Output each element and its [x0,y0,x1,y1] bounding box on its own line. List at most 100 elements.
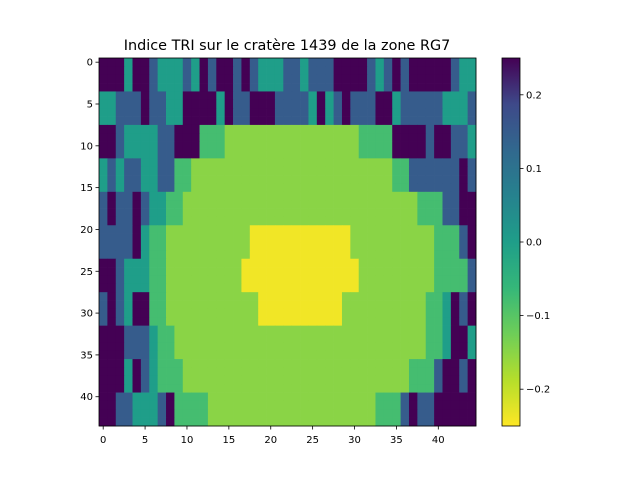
heatmap-cell [258,325,267,335]
heatmap-cell [124,150,133,159]
heatmap-cell [249,342,259,352]
heatmap-cell [233,400,242,410]
heatmap-cell [157,325,167,335]
tick-label: 0 [100,435,106,446]
heatmap-cell [241,74,251,84]
heatmap-cell [358,342,368,352]
heatmap-cell [333,292,343,301]
heatmap-cell [149,216,158,226]
heatmap-cell [157,283,167,293]
heatmap-cell [258,300,267,310]
heatmap-cell [224,108,234,117]
heatmap-cell [383,166,393,176]
heatmap-cell [341,283,351,293]
heatmap-cell [467,91,477,101]
heatmap-cell [367,250,376,260]
heatmap-cell [124,66,133,76]
heatmap-cell [157,233,167,243]
heatmap-cell [308,400,318,410]
heatmap-cell [216,300,226,310]
heatmap-cell [283,108,293,117]
heatmap-cell [417,116,427,126]
heatmap-cell [383,200,393,209]
heatmap-cell [450,417,460,427]
heatmap-cell [274,191,284,201]
heatmap-cell [408,124,418,134]
heatmap-cell [216,325,226,335]
heatmap-cell [191,258,200,268]
heatmap-cell [291,150,301,159]
heatmap-cell [350,258,360,268]
heatmap-cell [350,283,360,293]
heatmap-cell [216,99,226,109]
heatmap-cell [300,183,309,193]
heatmap-cell [400,150,410,159]
heatmap-cell [341,233,351,243]
heatmap-cell [99,83,108,92]
heatmap-cell [291,58,301,67]
heatmap-cell [325,392,334,402]
heatmap-cell [224,275,234,285]
heatmap-cell [132,350,142,360]
heatmap-cell [191,124,200,134]
heatmap-cell [258,150,267,159]
heatmap-cell [115,225,125,234]
heatmap-cell [132,208,142,218]
heatmap-cell [400,359,410,368]
heatmap-cell [241,91,251,101]
heatmap-cell [182,200,192,209]
heatmap-cell [199,216,209,226]
heatmap-cell [383,342,393,352]
heatmap-cell [316,191,326,201]
heatmap-cell [358,166,368,176]
heatmap-cell [333,283,343,293]
heatmap-cell [350,267,360,276]
heatmap-cell [149,317,158,326]
heatmap-cell [308,359,318,368]
heatmap-cell [157,166,167,176]
heatmap-cell [333,166,343,176]
heatmap-cell [191,317,200,326]
heatmap-cell [400,158,410,168]
heatmap-cell [291,66,301,76]
heatmap-cell [300,334,309,343]
heatmap-cell [417,141,427,151]
heatmap-cell [459,141,468,151]
heatmap-cell [358,325,368,335]
heatmap-cell [258,66,267,76]
heatmap-cell [207,225,217,234]
heatmap-cell [191,242,200,251]
heatmap-cell [115,108,125,117]
heatmap-cell [442,150,452,159]
heatmap-cell [157,183,167,193]
heatmap-cell [149,91,158,101]
heatmap-cell [132,150,142,159]
heatmap-cell [124,359,133,368]
heatmap-cell [233,392,242,402]
heatmap-cell [233,108,242,117]
heatmap-cell [174,108,184,117]
heatmap-cell [408,108,418,117]
heatmap-cell [450,208,460,218]
heatmap-cell [258,334,267,343]
heatmap-cell [182,384,192,393]
heatmap-cell [149,392,158,402]
heatmap-cell [383,292,393,301]
heatmap-cell [350,150,360,159]
heatmap-cell [325,417,334,427]
heatmap-cell [367,175,376,184]
heatmap-cell [191,342,200,352]
heatmap-cell [300,258,309,268]
heatmap-cell [333,66,343,76]
heatmap-cell [149,242,158,251]
heatmap-cell [166,233,175,243]
heatmap-cell [107,359,117,368]
heatmap-cell [291,409,301,418]
heatmap-cell [199,124,209,134]
heatmap-cell [459,334,468,343]
heatmap-cell [333,141,343,151]
heatmap-cell [266,375,276,385]
heatmap-cell [358,74,368,84]
heatmap-cell [124,175,133,184]
heatmap-cell [467,216,477,226]
